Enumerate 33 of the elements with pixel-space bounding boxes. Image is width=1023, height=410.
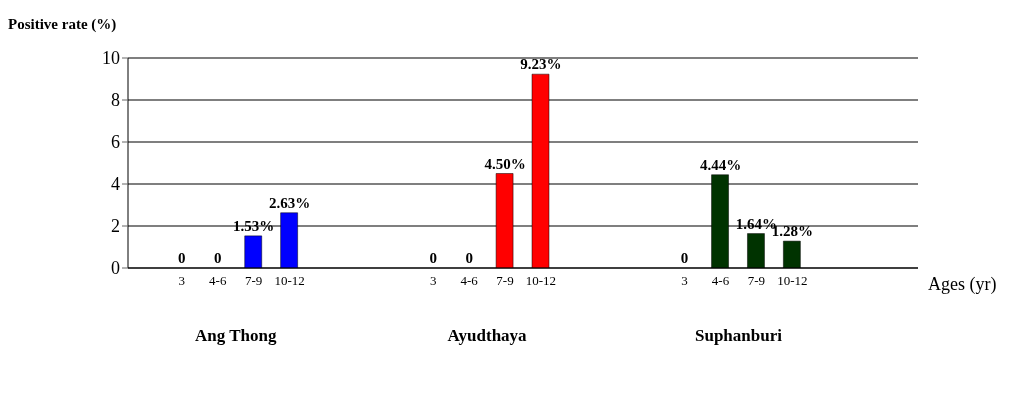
data-label: 0 xyxy=(429,250,437,266)
data-label: 0 xyxy=(178,250,186,266)
x-tick-label: 7-9 xyxy=(245,273,263,289)
x-tick-label: 10-12 xyxy=(274,273,305,289)
data-label: 0 xyxy=(214,250,222,266)
x-tick-label: 7-9 xyxy=(496,273,514,289)
y-tick-label: 2 xyxy=(111,216,120,237)
data-label: 4.44% xyxy=(699,156,742,173)
data-label: 0 xyxy=(465,250,473,266)
data-label: 4.50% xyxy=(484,155,526,172)
x-tick-label: 3 xyxy=(429,273,437,289)
data-label: 0 xyxy=(680,250,689,266)
x-tick-label: 4-6 xyxy=(460,273,479,289)
x-tick-label: 3 xyxy=(178,273,186,289)
text: Ayudthaya xyxy=(446,326,528,346)
x-tick-label: 7-9 xyxy=(747,273,766,289)
x-tick-label: 4-6 xyxy=(209,273,227,289)
y-axis-title: Positive rate (%) xyxy=(8,16,117,33)
y-tick-label: 6 xyxy=(111,132,120,153)
text: Ang Thong xyxy=(194,326,278,346)
y-tick-label: 10 xyxy=(102,48,120,69)
y-tick-label: 0 xyxy=(111,258,120,279)
data-label: 1.53% xyxy=(233,217,275,234)
x-tick-label: 10-12 xyxy=(525,273,557,289)
x-tick-label: 10-12 xyxy=(777,273,808,289)
x-axis-title: Ages (yr) xyxy=(928,274,997,295)
data-label: 9.23% xyxy=(520,56,562,73)
y-tick-label: 4 xyxy=(111,174,120,195)
y-tick-label: 8 xyxy=(111,90,120,111)
text: Suphanburi xyxy=(693,326,783,346)
x-tick-label: 3 xyxy=(681,273,688,289)
data-label: 2.63% xyxy=(268,194,311,211)
x-tick-label: 4-6 xyxy=(711,273,730,289)
